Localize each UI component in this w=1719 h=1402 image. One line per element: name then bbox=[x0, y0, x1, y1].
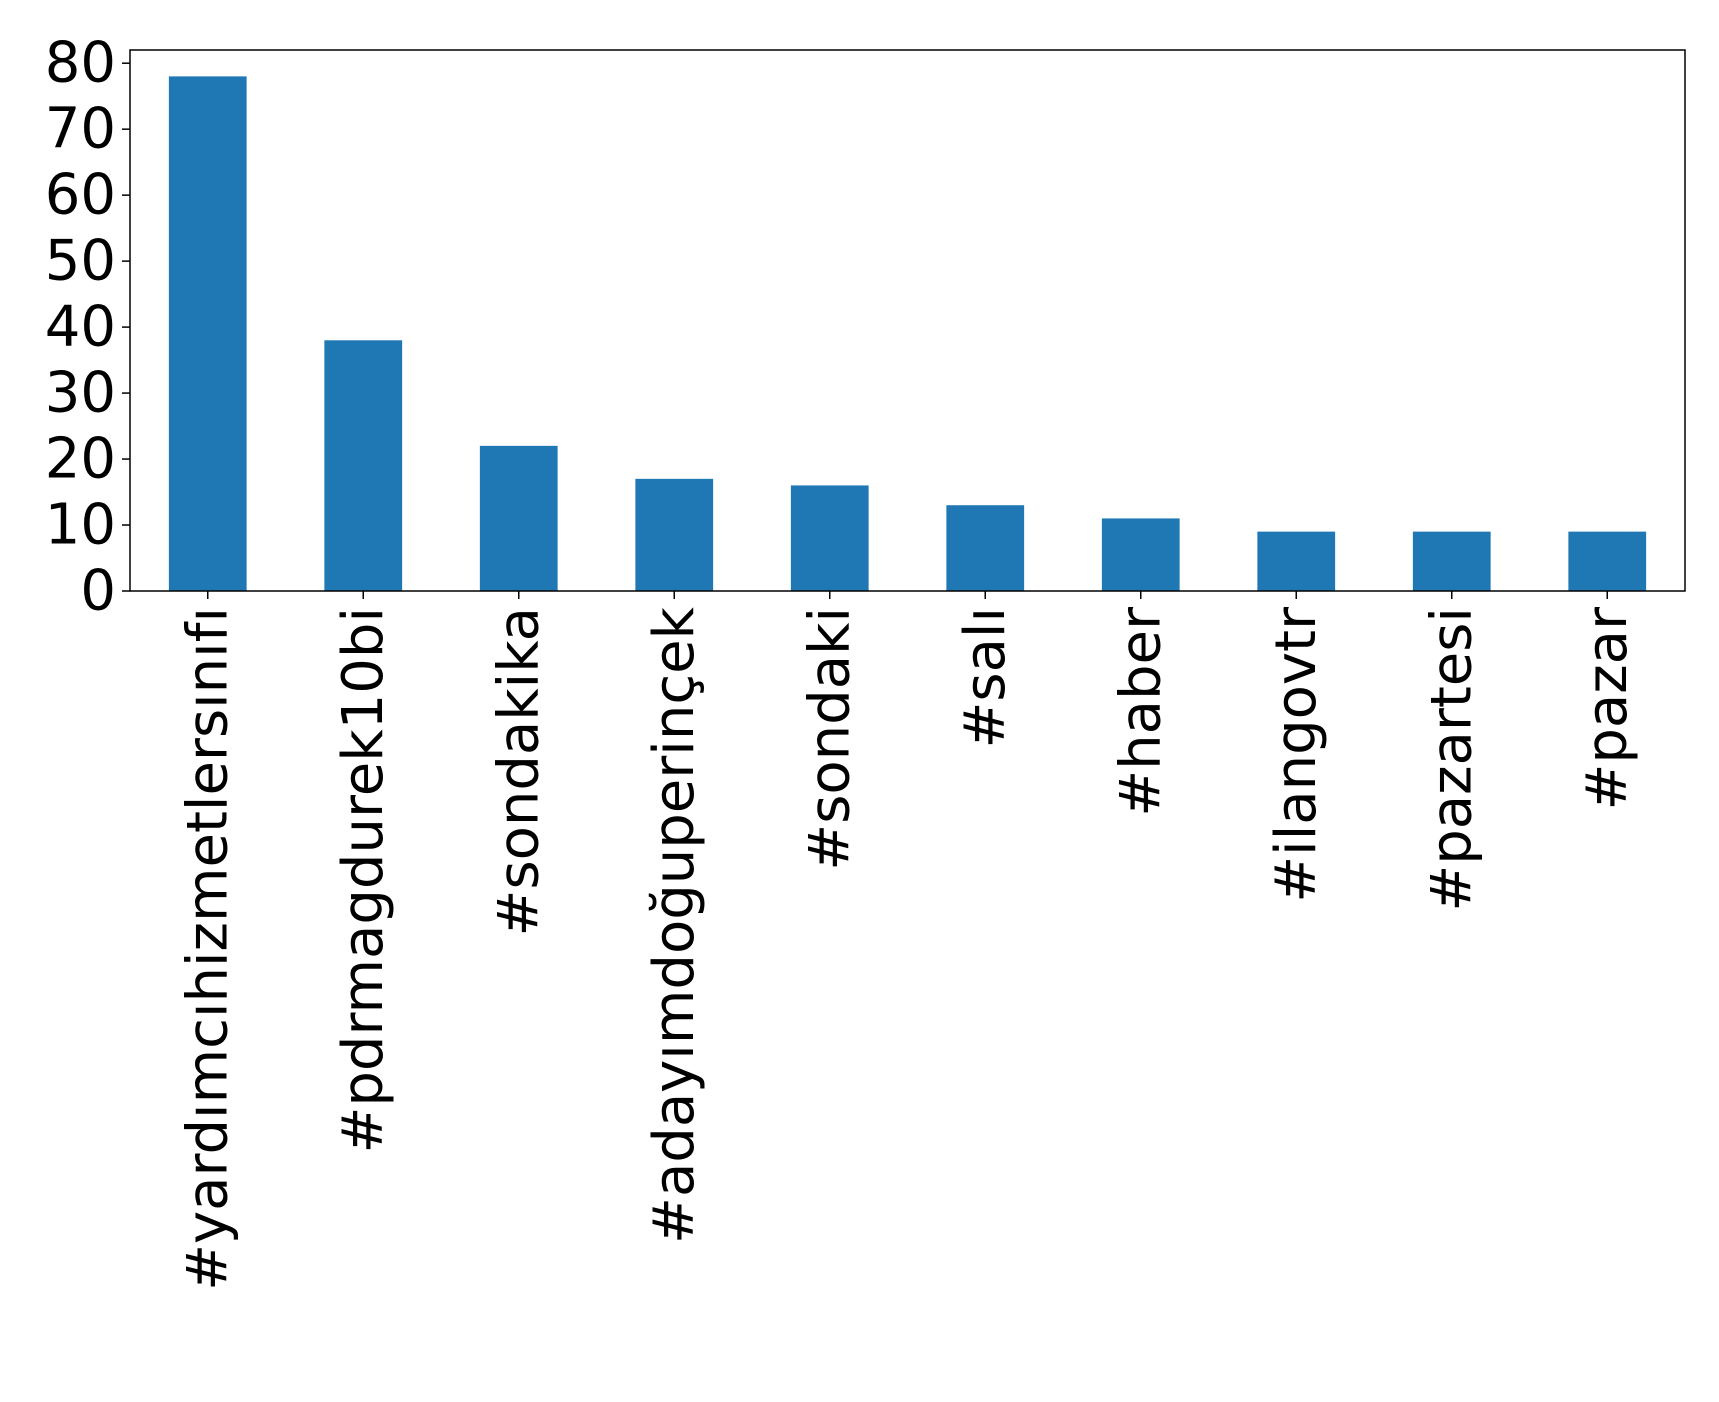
y-tick-label-1: 10 bbox=[45, 493, 116, 558]
x-tick-label-8: #pazartesi bbox=[1419, 607, 1484, 912]
bar-0 bbox=[168, 76, 247, 591]
x-tick-label-3: #adayımdoğuperinçek bbox=[642, 606, 707, 1244]
bar-1 bbox=[324, 340, 403, 591]
y-tick-label-3: 30 bbox=[45, 361, 116, 426]
x-tick-label-9: #pazar bbox=[1575, 606, 1640, 810]
bar-6 bbox=[1101, 518, 1180, 591]
bar-3 bbox=[635, 478, 714, 591]
x-tick-label-0: #yardımcıhizmetlersınıfı bbox=[175, 607, 240, 1291]
y-tick-label-4: 40 bbox=[45, 295, 116, 360]
x-tick-label-7: #ilangovtr bbox=[1264, 606, 1329, 903]
bar-5 bbox=[946, 505, 1025, 591]
bars-group bbox=[168, 76, 1647, 591]
bar-2 bbox=[479, 445, 558, 591]
y-tick-label-7: 70 bbox=[45, 97, 116, 162]
x-tick-label-2: #sondakika bbox=[486, 607, 551, 936]
plot-frame bbox=[129, 49, 1686, 592]
bar-8 bbox=[1412, 531, 1491, 591]
y-tick-label-6: 60 bbox=[45, 163, 116, 228]
bar-7 bbox=[1257, 531, 1336, 591]
x-tick-label-6: #haber bbox=[1108, 606, 1173, 817]
y-tick-label-2: 20 bbox=[45, 427, 116, 492]
x-tick-label-4: #sondaki bbox=[797, 607, 862, 871]
x-tick-label-5: #salı bbox=[953, 607, 1018, 749]
y-tick-label-5: 50 bbox=[45, 229, 116, 294]
y-tick-label-8: 80 bbox=[45, 31, 116, 96]
x-axis: #yardımcıhizmetlersınıfı #pdrmagdurek10bi… bbox=[175, 591, 1640, 1291]
bar-9 bbox=[1568, 531, 1647, 591]
x-tick-label-1: #pdrmagdurek10bi bbox=[331, 607, 396, 1154]
bar-4 bbox=[790, 485, 869, 591]
y-tick-label-0: 0 bbox=[80, 559, 116, 624]
